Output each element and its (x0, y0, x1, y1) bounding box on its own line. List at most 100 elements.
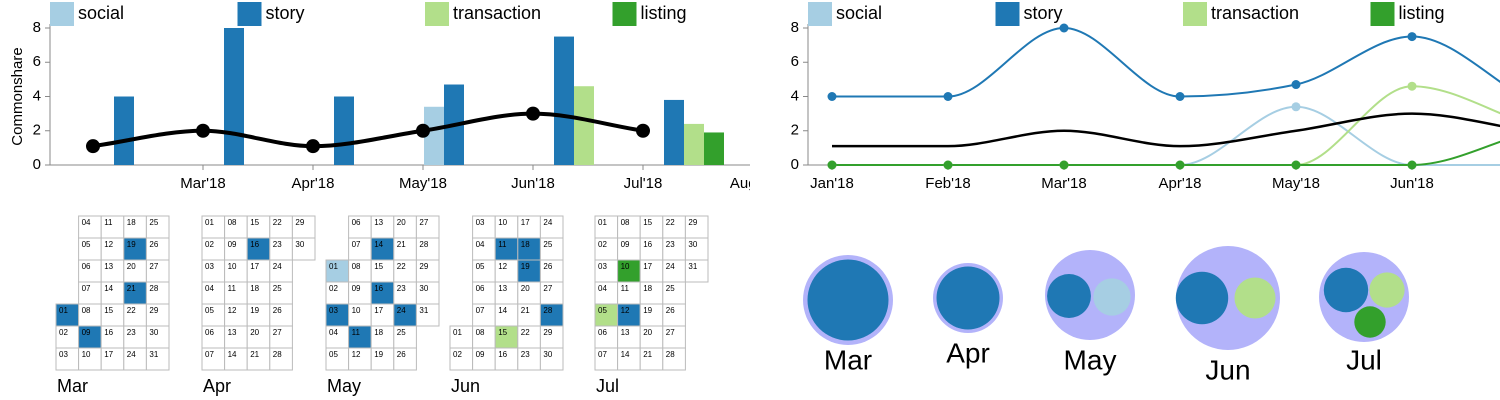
day-label: 04 (476, 240, 485, 249)
day-label: 07 (205, 350, 214, 359)
day-label: 18 (643, 284, 652, 293)
series-point (1407, 81, 1417, 91)
day-label: 05 (205, 306, 214, 315)
day-label: 19 (374, 350, 383, 359)
day-label: 02 (329, 284, 338, 293)
day-label: 29 (149, 306, 158, 315)
bar (114, 96, 134, 165)
day-label: 22 (127, 306, 136, 315)
day-label: 22 (397, 262, 406, 271)
month-label: May (327, 376, 361, 396)
x-tick-label: Mar'18 (1041, 175, 1086, 192)
day-label: 07 (598, 350, 607, 359)
legend-swatch (50, 2, 74, 26)
day-label: 13 (374, 218, 383, 227)
y-tick-label: 2 (33, 122, 41, 139)
day-label: 28 (149, 284, 158, 293)
day-label: 21 (127, 284, 136, 293)
series-point (1059, 23, 1069, 33)
day-label: 16 (104, 328, 113, 337)
day-label: 31 (149, 350, 158, 359)
month-label: Mar (57, 376, 88, 396)
day-label: 10 (352, 306, 361, 315)
day-label: 16 (250, 240, 259, 249)
x-tick-label: Jul'18 (624, 175, 663, 192)
day-label: 17 (643, 262, 652, 271)
day-label: 11 (621, 284, 630, 293)
day-label: 02 (205, 240, 214, 249)
day-label: 30 (149, 328, 158, 337)
y-tick-label: 6 (791, 53, 799, 70)
day-label: 20 (521, 284, 530, 293)
day-label: 04 (205, 284, 214, 293)
day-label: 31 (688, 262, 697, 271)
day-label: 22 (521, 328, 530, 337)
day-cell (145, 347, 170, 371)
day-label: 29 (688, 218, 697, 227)
series-point (1291, 80, 1301, 90)
day-label: 05 (82, 240, 91, 249)
day-cell (291, 237, 316, 261)
day-label: 15 (250, 218, 259, 227)
day-label: 11 (228, 284, 237, 293)
day-label: 11 (498, 240, 507, 249)
day-label: 25 (397, 328, 406, 337)
day-label: 05 (329, 350, 338, 359)
day-label: 01 (453, 328, 462, 337)
x-tick-label: Jun'18 (1390, 175, 1434, 192)
legend-swatch (1183, 2, 1207, 26)
series-point (1407, 160, 1417, 170)
legend-label: transaction (453, 3, 541, 23)
day-label: 28 (543, 306, 552, 315)
day-label: 17 (104, 350, 113, 359)
x-tick-label: Mar'18 (180, 175, 225, 192)
day-label: 08 (621, 218, 630, 227)
bar (704, 132, 724, 165)
day-label: 20 (397, 218, 406, 227)
legend-label: social (836, 3, 882, 23)
day-label: 05 (476, 262, 485, 271)
bubble-label: Jul (1346, 344, 1382, 375)
day-label: 27 (543, 284, 552, 293)
day-label: 29 (419, 262, 428, 271)
type-bubble (1323, 267, 1369, 313)
day-label: 30 (295, 240, 304, 249)
trend-line (92, 111, 644, 149)
day-label: 01 (329, 262, 338, 271)
series-point (1291, 160, 1301, 170)
trend-point (306, 139, 320, 154)
day-label: 04 (82, 218, 91, 227)
day-label: 29 (543, 328, 552, 337)
day-label: 02 (453, 350, 462, 359)
day-label: 25 (543, 240, 552, 249)
day-label: 08 (228, 218, 237, 227)
day-label: 06 (82, 262, 91, 271)
series-point (827, 160, 837, 170)
day-label: 02 (598, 240, 607, 249)
y-tick-label: 4 (791, 87, 799, 104)
bubble-label: May (1064, 344, 1117, 375)
day-cell (539, 347, 564, 371)
day-label: 08 (352, 262, 361, 271)
day-cell (393, 347, 417, 371)
type-bubble (1369, 272, 1405, 308)
day-label: 07 (476, 306, 485, 315)
type-bubble (1354, 306, 1386, 338)
x-tick-label: May'18 (399, 175, 447, 192)
day-label: 23 (397, 284, 406, 293)
day-label: 15 (498, 328, 507, 337)
day-label: 01 (598, 218, 607, 227)
day-label: 17 (521, 218, 530, 227)
day-label: 28 (419, 240, 428, 249)
day-label: 23 (127, 328, 136, 337)
bar (334, 96, 354, 165)
day-label: 21 (643, 350, 652, 359)
series-point (1291, 102, 1301, 112)
day-cell (415, 303, 440, 327)
day-label: 27 (149, 262, 158, 271)
day-label: 03 (476, 218, 485, 227)
day-label: 25 (149, 218, 158, 227)
y-tick-label: 6 (33, 53, 41, 70)
day-label: 01 (205, 218, 214, 227)
